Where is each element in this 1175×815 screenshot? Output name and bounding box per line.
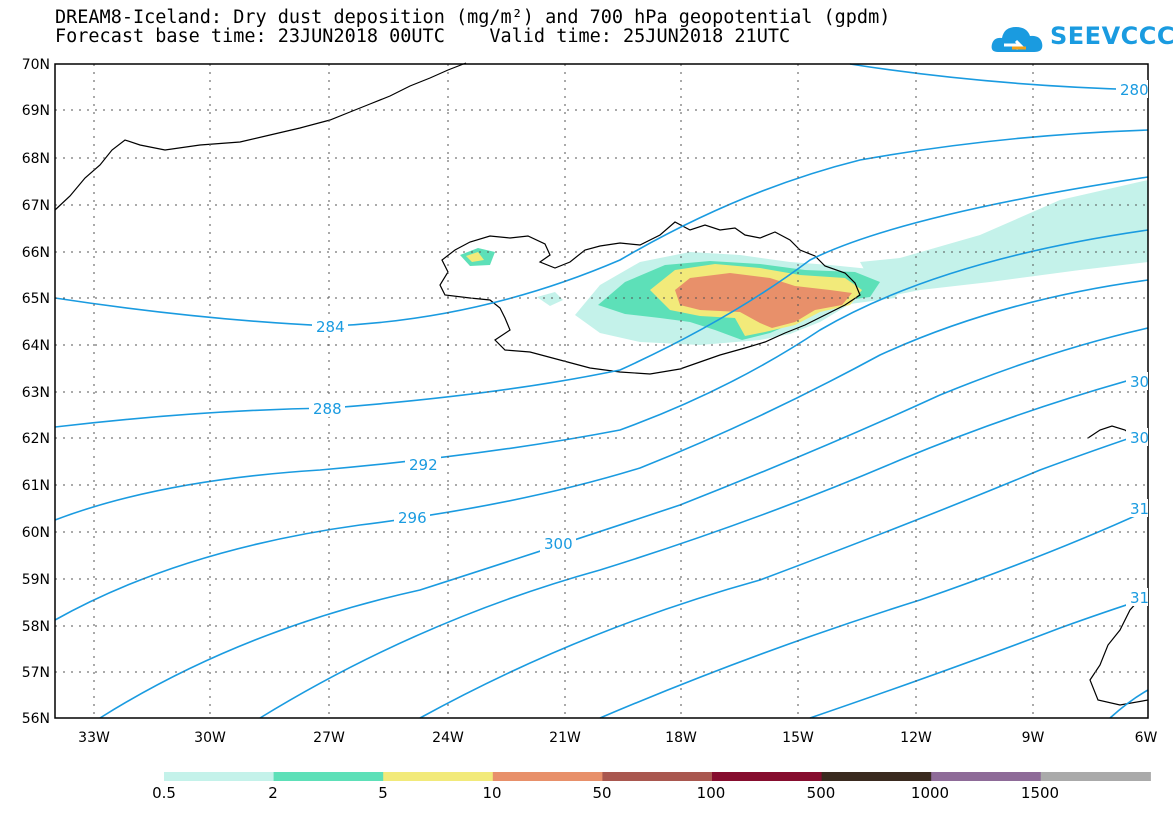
- map-subtitle: Forecast base time: 23JUN2018 00UTC Vali…: [55, 26, 791, 47]
- contour-320: [1109, 689, 1149, 719]
- legend-label: 5: [378, 784, 388, 802]
- contour-label-284: 284: [316, 318, 345, 336]
- map-title: DREAM8-Iceland: Dry dust deposition (mg/…: [55, 7, 891, 28]
- dust-10-main: [675, 273, 852, 328]
- contour-288: [54, 176, 1149, 428]
- lat-label: 56N: [22, 711, 50, 727]
- legend-label: 1500: [1021, 784, 1059, 802]
- contour-312: [599, 509, 1149, 719]
- lat-label: 68N: [22, 151, 50, 167]
- contour-308: [419, 431, 1149, 719]
- lat-label: 62N: [22, 431, 50, 447]
- legend-swatch: [273, 772, 384, 781]
- contour-label-312: 31: [1130, 500, 1149, 518]
- legend-colorbar: [164, 772, 1151, 781]
- lat-label: 64N: [22, 338, 50, 354]
- legend-label: 1000: [911, 784, 949, 802]
- lon-label: 24W: [432, 730, 464, 746]
- legend-label: 2: [268, 784, 278, 802]
- lat-label: 63N: [22, 385, 50, 401]
- contour-label-288: 288: [313, 400, 342, 418]
- legend-swatch: [821, 772, 932, 781]
- contour-316: [809, 597, 1149, 719]
- lon-label: 33W: [78, 730, 110, 746]
- lat-label: 65N: [22, 291, 50, 307]
- contour-label-304: 30: [1130, 373, 1149, 391]
- scotland-coast: [1089, 589, 1149, 706]
- latitude-labels: 70N 69N 68N 67N 66N 65N 64N 63N 62N 61N …: [22, 57, 50, 727]
- graticule: [55, 64, 1148, 718]
- lon-label: 15W: [782, 730, 814, 746]
- contour-label-280: 280: [1120, 81, 1149, 99]
- lon-label: 30W: [194, 730, 226, 746]
- dust-5-westfjord: [466, 252, 484, 262]
- legend-swatch: [931, 772, 1042, 781]
- lon-label: 9W: [1022, 730, 1045, 746]
- legend-label: 0.5: [152, 784, 176, 802]
- dust-05-west: [537, 292, 563, 306]
- lat-label: 60N: [22, 525, 50, 541]
- logo-text: SEEVCCC: [1050, 22, 1175, 50]
- lat-label: 67N: [22, 198, 50, 214]
- contour-label-group: 280 284 288 292 296 300 30 30 31 31: [309, 80, 1149, 607]
- legend-swatch: [492, 772, 603, 781]
- cloud-icon: [991, 27, 1043, 52]
- contour-label-292: 292: [409, 456, 438, 474]
- legend-swatch: [712, 772, 823, 781]
- legend-label: 50: [592, 784, 611, 802]
- dust-field: [460, 180, 1148, 345]
- lat-label: 57N: [22, 665, 50, 681]
- contour-296: [54, 279, 1149, 621]
- lat-label: 70N: [22, 57, 50, 73]
- lon-label: 18W: [665, 730, 697, 746]
- lat-label: 61N: [22, 478, 50, 494]
- seevccc-logo: SEEVCCC: [990, 18, 1175, 62]
- lon-label: 6W: [1135, 730, 1158, 746]
- contour-292: [54, 229, 1149, 521]
- lon-label: 27W: [313, 730, 345, 746]
- lat-label: 58N: [22, 619, 50, 635]
- coastlines: [54, 62, 1149, 706]
- lon-label: 21W: [549, 730, 581, 746]
- greenland-coast: [54, 62, 467, 211]
- longitude-labels: 33W 30W 27W 24W 21W 18W 15W 12W 9W 6W: [78, 730, 1157, 746]
- legend-swatch: [1040, 772, 1151, 781]
- contour-284: [54, 129, 1149, 327]
- dust-05-plume-east: [860, 180, 1148, 298]
- contour-label-296: 296: [398, 509, 427, 527]
- legend-label: 500: [807, 784, 836, 802]
- lon-label: 12W: [900, 730, 932, 746]
- map-frame: [54, 63, 1149, 719]
- contour-label-308: 30: [1130, 429, 1149, 447]
- contour-304: [259, 374, 1149, 719]
- contour-label-300: 300: [544, 535, 573, 553]
- contour-280: [849, 63, 1149, 91]
- geopotential-contours: [54, 63, 1149, 719]
- legend-swatch: [383, 772, 494, 781]
- lat-label: 59N: [22, 572, 50, 588]
- legend-swatch: [164, 772, 275, 781]
- legend-swatch: [602, 772, 713, 781]
- lat-label: 66N: [22, 245, 50, 261]
- legend-label: 100: [697, 784, 726, 802]
- legend-labels: 0.5 2 5 10 50 100 500 1000 1500: [152, 784, 1059, 802]
- lat-label: 69N: [22, 103, 50, 119]
- contour-300: [99, 327, 1149, 719]
- contour-label-316: 31: [1130, 589, 1149, 607]
- legend-label: 10: [482, 784, 501, 802]
